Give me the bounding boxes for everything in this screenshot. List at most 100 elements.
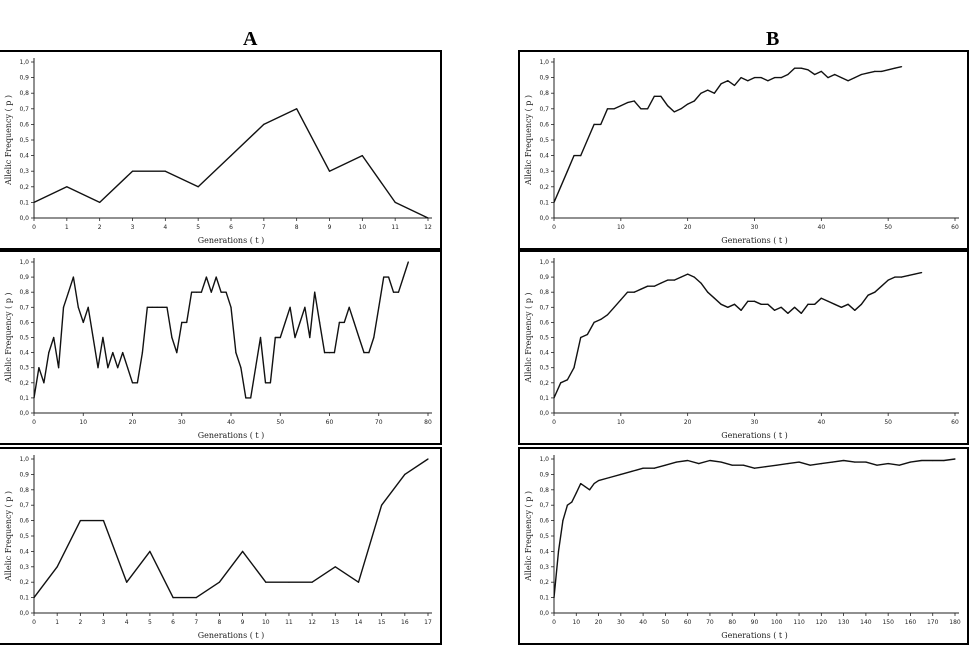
data-point — [338, 321, 340, 323]
data-point — [640, 288, 642, 290]
data-point — [680, 276, 682, 278]
data-point — [195, 597, 197, 599]
data-point — [333, 352, 336, 354]
data-point — [840, 77, 842, 79]
x-tick-label: 3 — [102, 619, 106, 626]
data-point — [580, 483, 582, 485]
data-point — [557, 550, 560, 552]
x-tick-label: 17 — [424, 619, 432, 626]
data-point — [230, 306, 232, 308]
data-point — [131, 170, 134, 172]
y-tick-label: 0,6 — [19, 319, 29, 326]
data-point — [867, 294, 869, 296]
x-tick-label: 0 — [552, 619, 556, 626]
y-tick-label: 0,5 — [539, 533, 549, 540]
x-tick-label: 0 — [32, 419, 36, 426]
data-point — [753, 467, 756, 469]
data-point — [589, 489, 591, 491]
data-point — [633, 100, 635, 102]
data-point — [700, 282, 702, 284]
data-point — [760, 77, 762, 79]
x-tick-label: 3 — [131, 224, 135, 231]
data-point — [814, 73, 816, 76]
x-tick-label: 0 — [32, 224, 36, 231]
data-point — [843, 459, 845, 462]
data-point — [560, 186, 562, 188]
data-point — [328, 170, 331, 172]
data-point — [584, 486, 586, 488]
data-point — [613, 306, 615, 308]
data-point — [765, 466, 767, 468]
data-point — [566, 504, 568, 506]
data-point — [218, 581, 221, 583]
data-point — [687, 273, 689, 275]
x-tick-label: 10 — [262, 619, 270, 626]
y-tick-label: 0,8 — [19, 90, 29, 97]
data-point — [197, 186, 199, 188]
data-point — [667, 279, 669, 281]
y-tick-label: 0,7 — [19, 304, 29, 311]
chart-svg: 0,0 0,1 0,2 0,3 0,4 0,5 0,6 0,7 0,8 0,9 1,0 0 10 20 30… — [524, 258, 959, 440]
data-point — [827, 300, 829, 302]
x-tick-label: 2 — [98, 224, 102, 231]
x-tick-label: 0 — [552, 419, 556, 426]
chart-panel-a1: 0,0 0,1 0,2 0,3 0,4 0,5 0,6 0,7 0,8 0,9 1,0 0 1 2 3 4 5 6… — [0, 50, 442, 250]
y-tick-label: 0,7 — [19, 106, 29, 113]
chart-svg: 0,0 0,1 0,2 0,3 0,4 0,5 0,6 0,7 0,8 0,9 1,0 0 10 20 30… — [4, 258, 432, 440]
data-point — [713, 297, 715, 299]
data-point — [97, 367, 99, 369]
y-tick-label: 0,9 — [19, 274, 29, 281]
data-point — [874, 291, 876, 293]
data-point — [265, 581, 267, 583]
x-tick-label: 16 — [401, 619, 409, 626]
data-point — [773, 77, 776, 79]
data-point — [827, 77, 829, 79]
data-point — [33, 597, 35, 599]
data-point — [580, 336, 582, 339]
x-tick-label: 170 — [927, 619, 939, 626]
y-tick-label: 0,5 — [539, 335, 549, 342]
x-tick-label: 1 — [55, 619, 59, 626]
data-point — [831, 461, 834, 463]
data-point — [727, 306, 729, 308]
data-point — [38, 367, 40, 369]
y-tick-label: 0,1 — [19, 595, 29, 602]
x-tick-label: 0 — [552, 224, 556, 231]
data-point — [427, 458, 429, 460]
data-point — [720, 303, 722, 305]
data-point — [807, 303, 809, 305]
y-tick-label: 0,7 — [19, 502, 29, 509]
data-point — [798, 461, 800, 463]
data-point — [814, 303, 816, 305]
data-point — [932, 459, 934, 462]
data-point — [880, 70, 883, 72]
data-point — [693, 276, 695, 278]
x-tick-label: 110 — [793, 619, 805, 626]
data-point — [673, 279, 675, 281]
data-point — [383, 276, 385, 278]
y-tick-label: 0,6 — [539, 121, 549, 128]
data-point — [767, 303, 769, 305]
x-tick-label: 50 — [276, 419, 284, 426]
data-point — [575, 492, 577, 494]
data-point — [675, 461, 678, 463]
data-point — [250, 397, 252, 399]
data-point — [820, 463, 822, 465]
data-point — [780, 77, 782, 79]
data-point — [673, 111, 675, 113]
data-point — [343, 321, 345, 323]
data-point — [102, 520, 105, 522]
y-tick-label: 0,4 — [19, 350, 29, 357]
x-tick-label: 50 — [662, 619, 670, 626]
data-point — [156, 306, 158, 308]
data-point — [72, 276, 74, 278]
data-point — [348, 306, 350, 308]
y-tick-label: 0,2 — [19, 579, 29, 586]
y-tick-label: 0,4 — [19, 153, 29, 160]
x-tick-label: 11 — [285, 619, 293, 626]
data-point — [53, 336, 55, 339]
x-tick-label: 80 — [424, 419, 432, 426]
y-tick-label: 0,5 — [19, 335, 29, 342]
data-point — [660, 282, 662, 284]
data-point — [66, 186, 68, 188]
